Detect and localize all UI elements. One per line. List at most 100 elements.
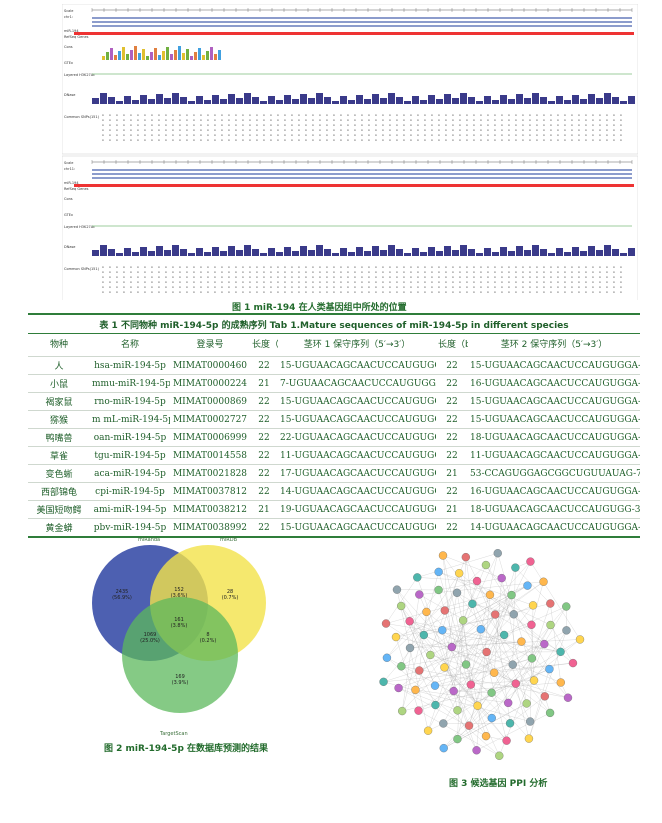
svg-text:A: A [151,113,153,117]
ppi-edge [417,577,470,726]
svg-text:A: A [592,285,594,289]
svg-text:A: A [158,113,160,117]
svg-text:A: A [333,290,335,294]
svg-text:A: A [137,280,139,284]
svg-text:A: A [137,128,139,132]
svg-text:A: A [403,138,405,142]
table-row: 猕猴 m mL-miR-194-5p MIMAT0002727 22 15-UGUAAC… [28,410,641,429]
svg-text:A: A [522,290,524,294]
svg-text:A: A [326,275,328,279]
venn-label-targetscan: TargetScan [159,731,188,737]
svg-text:A: A [361,113,363,117]
svg-text:A: A [193,133,195,137]
svg-text:A: A [165,118,167,122]
svg-text:A: A [396,123,398,127]
browser-track-label: GTEx [64,61,73,65]
svg-text:A: A [165,270,167,274]
svg-text:A: A [214,138,216,142]
svg-text:A: A [263,290,265,294]
svg-text:A: A [403,113,405,117]
svg-text:A: A [130,113,132,117]
svg-text:A: A [305,280,307,284]
svg-text:A: A [326,133,328,137]
svg-text:A: A [256,290,258,294]
ppi-edge [386,564,487,658]
svg-text:A: A [508,285,510,289]
svg-text:A: A [291,285,293,289]
table-cell: MIMAT0006999 [170,428,250,447]
svg-text:A: A [522,118,524,122]
ppi-node [423,726,433,735]
svg-text:A: A [578,128,580,132]
table-cell: 22 [436,374,468,393]
svg-text:A: A [466,133,468,137]
svg-text:A: A [263,128,265,132]
svg-text:A: A [494,270,496,274]
svg-text:A: A [417,133,419,137]
svg-text:A: A [221,270,223,274]
svg-text:A: A [326,270,328,274]
svg-text:A: A [130,270,132,274]
svg-text:A: A [207,123,209,127]
table-cell: 15-UGUAACAGCAACUCCAUGUGGA-36 [468,392,641,411]
svg-text:A: A [291,290,293,294]
ppi-node [562,626,571,635]
svg-text:A: A [130,265,132,269]
browser-track-label: Common SNPs(151) [64,267,100,271]
svg-text:A: A [417,265,419,269]
svg-text:A: A [354,285,356,289]
table-row: 鸭嘴兽 oan-miR-194-5p MIMAT0006999 22 22-UGUAAC… [28,428,641,447]
svg-text:A: A [333,138,335,142]
svg-text:A: A [116,265,118,269]
svg-text:A: A [578,133,580,137]
svg-text:A: A [620,133,622,137]
table-cell: 22 [436,482,468,501]
svg-text:A: A [165,280,167,284]
svg-text:A: A [410,275,412,279]
browser-track-label: Scale [64,9,73,13]
svg-text:A: A [102,133,104,137]
table-cell: 22 [250,410,278,429]
svg-text:A: A [305,128,307,132]
ppi-edge [459,573,531,722]
svg-text:A: A [214,128,216,132]
ppi-edge [476,712,551,751]
svg-text:A: A [592,280,594,284]
svg-text:A: A [137,133,139,137]
svg-text:A: A [536,123,538,127]
table-header-cell: 茎环 1 保守序列（5′→3′） [278,333,436,357]
venn-pct-mirdb-targetscan: (0.2%) [200,638,217,644]
ppi-node [422,607,431,617]
table-cell: 小鼠 [28,374,90,393]
svg-text:A: A [550,128,552,132]
svg-text:A: A [543,270,545,274]
svg-text:A: A [305,138,307,142]
ppi-edge [401,666,569,698]
svg-text:A: A [466,138,468,142]
svg-text:A: A [452,128,454,132]
ppi-edge [485,564,550,670]
svg-text:A: A [298,138,300,142]
svg-text:A: A [193,275,195,279]
svg-text:A: A [305,118,307,122]
svg-text:A: A [620,118,622,122]
svg-text:A: A [620,113,622,117]
svg-text:A: A [102,138,104,142]
ppi-edge [531,581,544,625]
svg-text:A: A [298,265,300,269]
svg-text:A: A [263,138,265,142]
svg-text:A: A [473,265,475,269]
svg-text:A: A [165,275,167,279]
svg-text:A: A [585,285,587,289]
svg-text:A: A [130,118,132,122]
table-cell: MIMAT0000460 [170,356,250,375]
svg-text:A: A [172,290,174,294]
svg-text:A: A [298,280,300,284]
svg-text:A: A [116,285,118,289]
svg-text:A: A [592,113,594,117]
svg-text:A: A [417,275,419,279]
svg-text:A: A [207,265,209,269]
svg-text:A: A [116,138,118,142]
svg-text:A: A [571,128,573,132]
venn-count-mirdb-only: 28 [227,589,233,595]
